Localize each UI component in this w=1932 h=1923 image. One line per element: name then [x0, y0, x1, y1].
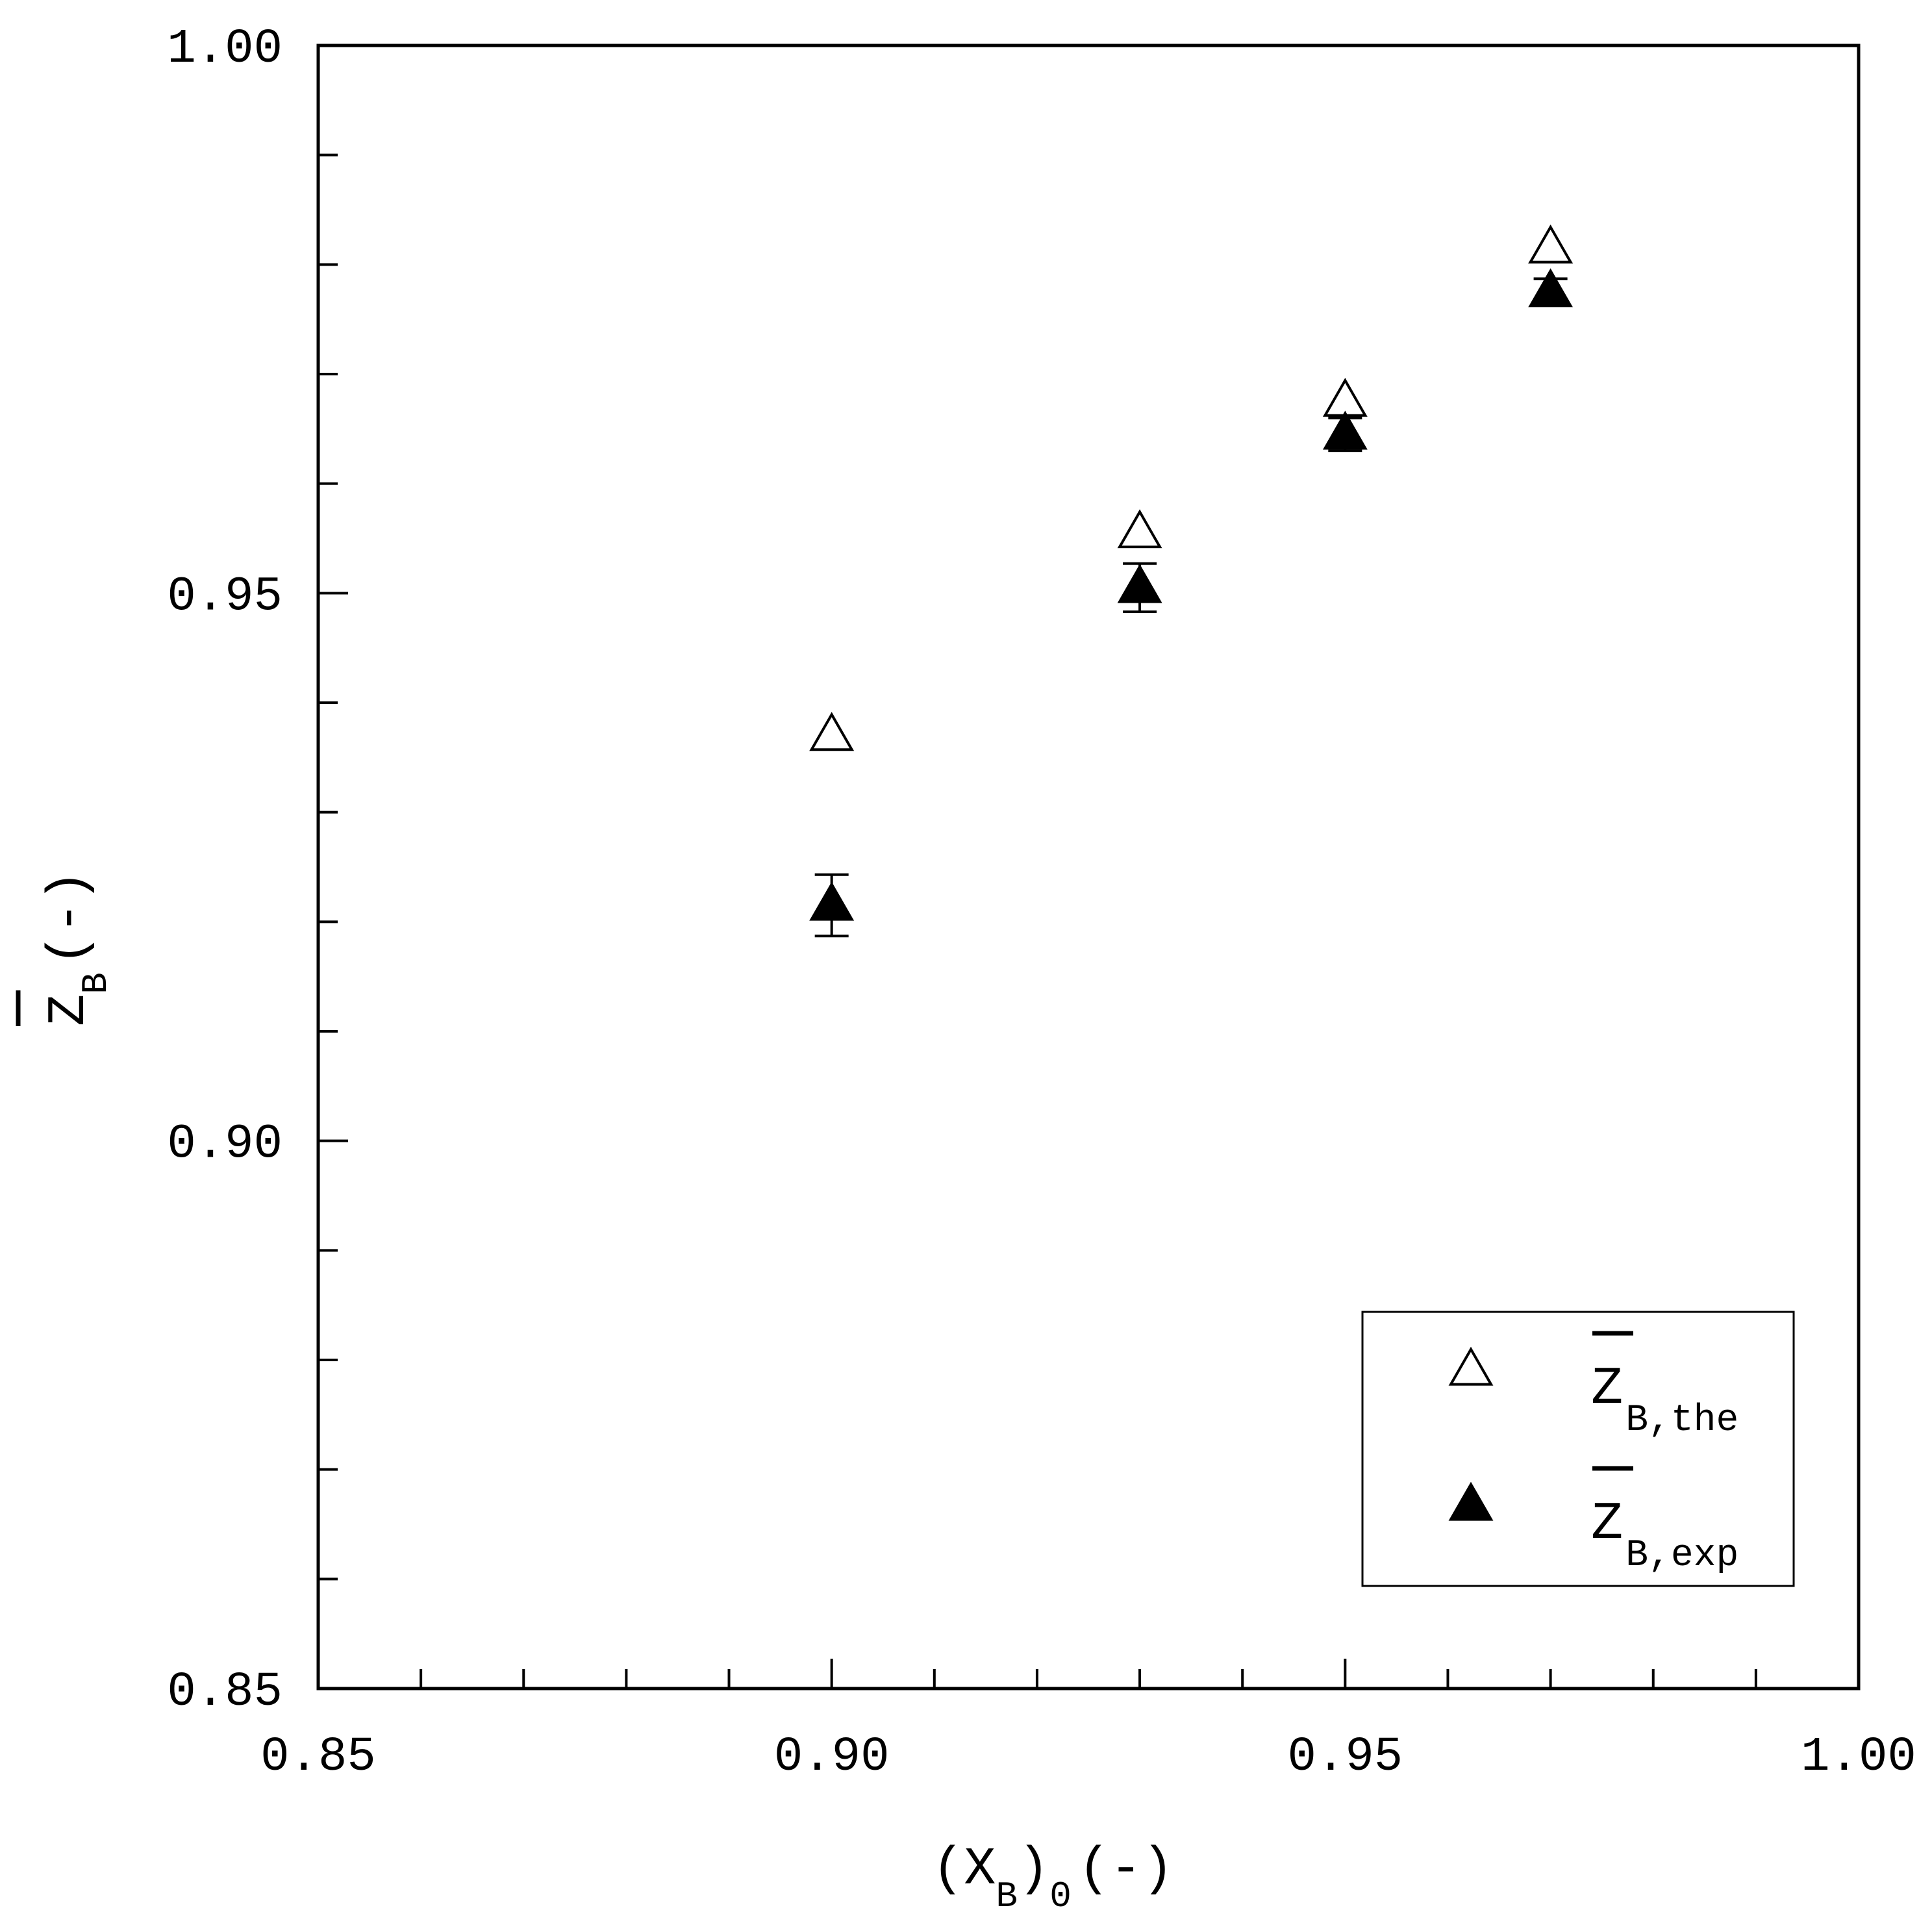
x-tick-label: 0.85: [260, 1730, 376, 1785]
the-point: [1117, 509, 1162, 549]
exp-point: [1528, 268, 1574, 308]
x-tick-label: 1.00: [1801, 1730, 1916, 1785]
y-tick-label: 1.00: [167, 22, 282, 77]
legend-label: ZB,exp: [1591, 1494, 1738, 1577]
the-point: [1528, 224, 1574, 264]
x-tick-label: 0.95: [1288, 1730, 1403, 1785]
data-marks: [809, 224, 1574, 938]
legend-box: [1361, 1311, 1795, 1587]
y-tick-label: 0.95: [167, 570, 282, 624]
x-tick-label: 0.90: [774, 1730, 890, 1785]
axis-ticks: [318, 153, 1757, 1689]
the-point: [809, 712, 855, 751]
y-tick-label: 0.85: [167, 1665, 282, 1720]
legend: ZB,the ZB,exp: [1361, 1311, 1795, 1587]
x-axis-label: (XB)0 (-): [932, 1839, 1173, 1917]
y-axis-label: ZB(-): [16, 870, 117, 1026]
exp-point: [1322, 410, 1368, 450]
legend-marker-exp: [1448, 1481, 1494, 1521]
legend-marker-the: [1448, 1346, 1494, 1386]
exp-point: [809, 881, 855, 921]
plot-frame: [316, 44, 1861, 1690]
legend-label: ZB,the: [1591, 1359, 1738, 1442]
exp-point: [1117, 564, 1162, 603]
axis-tick-labels: 0.85 0.90 0.95 1.00 0.85 0.90 0.95 1.00: [167, 22, 1916, 1785]
svg-text:ZB(-): ZB(-): [39, 870, 117, 1026]
the-point: [1322, 377, 1368, 417]
y-tick-label: 0.90: [167, 1118, 282, 1172]
